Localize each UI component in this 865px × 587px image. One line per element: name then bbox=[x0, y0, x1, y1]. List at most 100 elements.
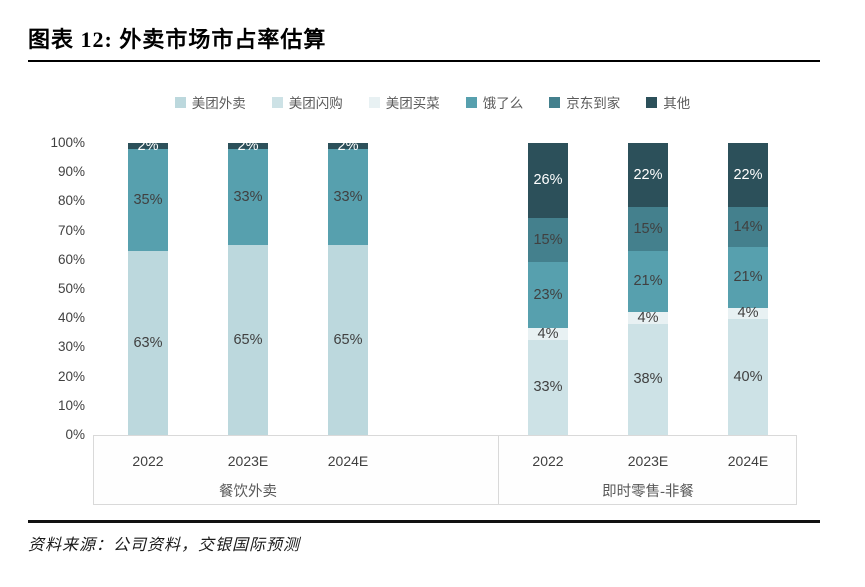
legend-swatch-icon bbox=[271, 96, 283, 108]
bar-segment: 15% bbox=[528, 218, 568, 262]
bar-segment-value-label: 65% bbox=[233, 331, 263, 348]
bar-segment: 33% bbox=[528, 339, 568, 435]
x-axis-group-label: 即时零售-非餐 bbox=[602, 484, 694, 500]
stacked-bar-即时零售-非餐-2024E: 40% 4% 21% 14% 22% bbox=[728, 143, 768, 435]
y-axis-tick-label: 50% bbox=[57, 281, 85, 296]
footer-divider bbox=[28, 520, 820, 523]
bar-segment: 23% bbox=[528, 261, 568, 329]
bar-segment: 38% bbox=[628, 324, 668, 435]
bar-segment: 26% bbox=[528, 143, 568, 219]
legend-swatch-icon bbox=[465, 96, 477, 108]
bar-segment-value-label: 4% bbox=[737, 305, 759, 322]
legend-item-label: 京东到家 bbox=[566, 96, 621, 111]
bar-segment: 2% bbox=[328, 139, 368, 153]
x-axis-category-label: 2024E bbox=[327, 453, 369, 469]
bar-segment: 40% bbox=[728, 319, 768, 435]
bar-segment: 15% bbox=[628, 207, 668, 252]
bar-segment-value-label: 40% bbox=[733, 368, 763, 385]
x-axis-category-label: 2022 bbox=[532, 453, 564, 469]
legend-item: 其他 bbox=[646, 92, 690, 112]
bar-segment: 22% bbox=[628, 143, 668, 208]
bar-segment: 2% bbox=[128, 139, 168, 153]
x-axis-category-label: 2024E bbox=[727, 453, 769, 469]
bar-segment: 22% bbox=[728, 143, 768, 207]
stacked-bar-即时零售-非餐-2022: 33% 4% 23% 15% 26% bbox=[528, 143, 568, 435]
bar-segment-value-label: 15% bbox=[633, 220, 663, 237]
bar-segment-value-label: 22% bbox=[633, 166, 663, 183]
bar-segment: 21% bbox=[728, 247, 768, 308]
source-note: 资料来源：公司资料，交银国际预测 bbox=[28, 537, 301, 554]
bar-segment: 35% bbox=[128, 148, 168, 252]
legend-swatch-icon bbox=[646, 96, 658, 108]
legend-item: 饿了么 bbox=[465, 92, 524, 112]
y-axis-tick-label: 60% bbox=[57, 251, 85, 267]
bar-segment-value-label: 2% bbox=[237, 137, 259, 154]
bar-segment-value-label: 23% bbox=[533, 286, 563, 303]
legend-item: 美团闪购 bbox=[271, 92, 343, 112]
legend-swatch-icon bbox=[368, 96, 380, 108]
y-axis-tick-label: 20% bbox=[57, 368, 85, 384]
bar-segment-value-label: 2% bbox=[337, 137, 359, 154]
bar-segment-value-label: 65% bbox=[333, 331, 363, 348]
bar-segment-value-label: 33% bbox=[233, 188, 263, 205]
legend-item: 美团买菜 bbox=[368, 92, 440, 112]
axis-group-divider bbox=[498, 435, 499, 505]
y-axis-tick-label: 90% bbox=[57, 164, 85, 180]
x-axis-group-label: 餐饮外卖 bbox=[219, 484, 277, 500]
x-axis-label-box bbox=[93, 435, 797, 505]
stacked-bar-即时零售-非餐-2023E: 38% 4% 21% 15% 22% bbox=[628, 143, 668, 435]
legend-item-label: 其他 bbox=[663, 96, 691, 111]
y-axis-tick-label: 10% bbox=[57, 397, 85, 413]
bar-segment-value-label: 4% bbox=[637, 309, 659, 326]
bar-segment-value-label: 63% bbox=[133, 334, 163, 351]
stacked-bar-餐饮外卖-2024E: 65% 33% 2% bbox=[328, 139, 368, 435]
stacked-bar-餐饮外卖-2023E: 65% 33% 2% bbox=[228, 139, 268, 435]
bar-segment-value-label: 4% bbox=[537, 325, 559, 342]
legend-swatch-icon bbox=[174, 96, 186, 108]
bar-segment-value-label: 15% bbox=[533, 231, 563, 248]
stacked-bar-餐饮外卖-2022: 63% 35% 2% bbox=[128, 139, 168, 435]
bar-segment: 4% bbox=[628, 309, 668, 326]
bar-segment-value-label: 21% bbox=[733, 269, 763, 286]
legend-item-label: 饿了么 bbox=[482, 96, 524, 111]
bar-segment: 4% bbox=[728, 305, 768, 322]
legend-item-label: 美团买菜 bbox=[385, 96, 440, 111]
legend-item-label: 美团闪购 bbox=[288, 96, 343, 111]
x-axis-category-label: 2023E bbox=[227, 453, 269, 469]
y-axis-tick-label: 30% bbox=[57, 339, 85, 355]
chart-title: 图表 12: 外卖市场市占率估算 bbox=[28, 27, 327, 52]
chart-legend: 美团外卖 美团闪购 美团买菜 饿了么 京东到家 其他 bbox=[0, 92, 865, 112]
y-axis-tick-label: 40% bbox=[57, 310, 85, 326]
bar-segment-value-label: 22% bbox=[733, 166, 763, 183]
legend-swatch-icon bbox=[549, 96, 561, 108]
y-axis-tick-label: 70% bbox=[57, 222, 85, 238]
bar-segment-value-label: 21% bbox=[633, 273, 663, 290]
bar-segment-value-label: 26% bbox=[533, 172, 563, 189]
bar-segment: 63% bbox=[128, 251, 168, 435]
bar-segment-value-label: 33% bbox=[333, 188, 363, 205]
bar-segment: 14% bbox=[728, 206, 768, 248]
legend-item: 美团外卖 bbox=[174, 92, 246, 112]
bar-segment: 2% bbox=[228, 139, 268, 153]
bar-segment: 33% bbox=[228, 148, 268, 246]
bar-segment: 21% bbox=[628, 251, 668, 313]
bar-segment-value-label: 14% bbox=[733, 218, 763, 235]
bar-segment-value-label: 35% bbox=[133, 191, 163, 208]
x-axis-category-label: 2022 bbox=[132, 453, 164, 469]
bar-segment-value-label: 33% bbox=[533, 379, 563, 396]
legend-item-label: 美团外卖 bbox=[191, 96, 246, 111]
bar-segment: 4% bbox=[528, 325, 568, 342]
legend-item: 京东到家 bbox=[549, 92, 620, 112]
y-axis-tick-label: 80% bbox=[57, 193, 85, 209]
bar-segment-value-label: 38% bbox=[633, 371, 663, 388]
bar-segment: 65% bbox=[228, 245, 268, 435]
bar-segment: 65% bbox=[328, 245, 368, 435]
y-axis-tick-label: 100% bbox=[50, 135, 85, 150]
bar-segment-value-label: 2% bbox=[137, 137, 159, 154]
bar-segment: 33% bbox=[328, 148, 368, 246]
x-axis-category-label: 2023E bbox=[627, 453, 669, 469]
title-divider bbox=[28, 60, 820, 62]
y-axis-tick-label: 0% bbox=[65, 427, 85, 442]
